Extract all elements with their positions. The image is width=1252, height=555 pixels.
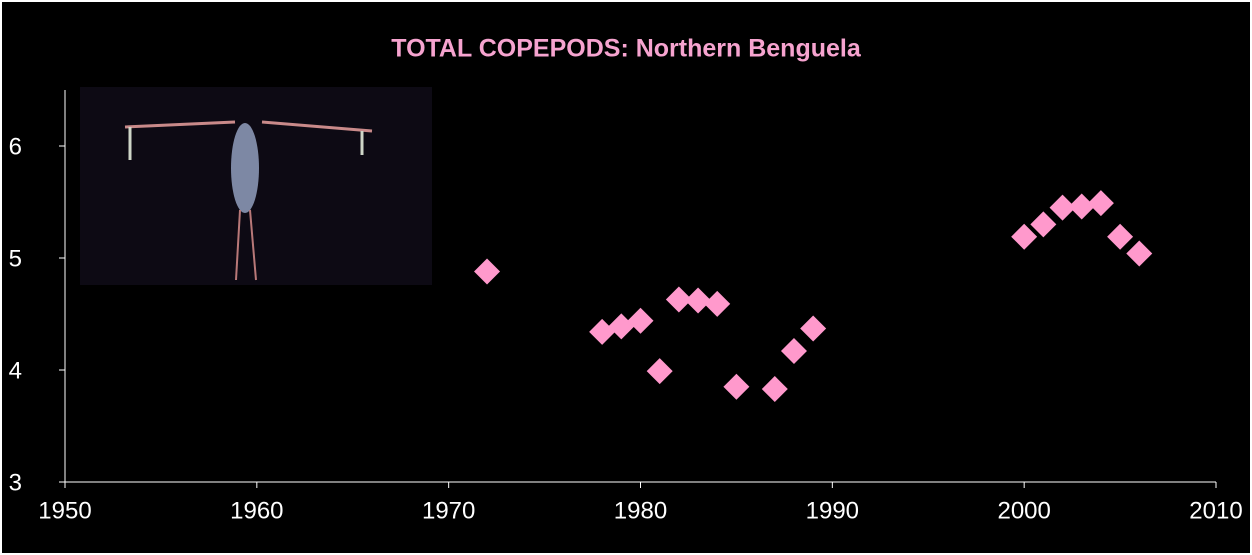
point	[1087, 190, 1114, 217]
y-tick-label: 3	[9, 469, 22, 496]
point	[646, 358, 673, 385]
x-tick-label: 1980	[614, 497, 667, 524]
point	[723, 373, 750, 400]
point	[1068, 193, 1095, 220]
point	[800, 315, 827, 342]
x-tick-label: 2010	[1189, 497, 1242, 524]
point	[1030, 211, 1057, 238]
chart-title: TOTAL COPEPODS: Northern Benguela	[391, 35, 862, 63]
copepod-photo	[80, 87, 432, 285]
point	[1107, 223, 1134, 250]
x-tick-label: 1960	[230, 497, 283, 524]
point	[589, 318, 616, 345]
point	[1126, 240, 1153, 267]
point	[685, 287, 712, 314]
x-tick-label: 2000	[997, 497, 1050, 524]
point	[704, 290, 731, 317]
y-tick-label: 4	[9, 357, 22, 384]
x-tick-label: 1990	[806, 497, 859, 524]
x-tick-label: 1950	[38, 497, 91, 524]
point	[627, 307, 654, 334]
x-tick-label: 1970	[422, 497, 475, 524]
point	[1011, 223, 1038, 250]
y-tick-label: 5	[9, 245, 22, 272]
point	[665, 286, 692, 313]
point	[474, 258, 501, 285]
point	[780, 337, 807, 364]
point	[608, 313, 635, 340]
y-tick-label: 6	[9, 133, 22, 160]
point	[761, 376, 788, 403]
point	[1049, 194, 1076, 221]
